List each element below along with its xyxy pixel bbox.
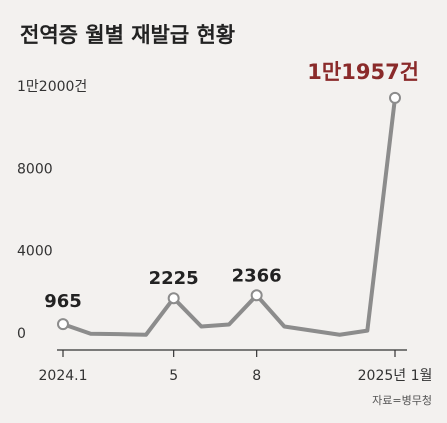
y-axis: 0 4000 8000 1만2000건 (17, 79, 87, 342)
data-label: 1만1957건 (307, 60, 419, 84)
data-point (250, 289, 263, 302)
x-axis: 2024.1 5 8 2025년 1월 (39, 350, 433, 384)
y-tick-label: 1만2000건 (17, 79, 87, 95)
data-point (389, 91, 401, 104)
x-tick-label: 2024.1 (39, 368, 88, 384)
series-line (61, 95, 397, 337)
y-tick-label: 8000 (17, 161, 53, 177)
data-point (167, 292, 180, 305)
x-tick-label: 2025년 1월 (358, 368, 433, 384)
source-note: 자료=병무청 (372, 394, 432, 407)
y-tick-label: 0 (17, 326, 26, 342)
y-tick-label: 4000 (17, 244, 53, 260)
data-labels: 965 2225 2366 1만1957건 (44, 60, 419, 312)
x-tick-label: 5 (169, 368, 178, 384)
data-label: 2366 (232, 265, 282, 286)
data-point (57, 318, 69, 331)
data-label: 965 (44, 291, 82, 312)
chart-title: 전역증 월별 재발급 현황 (20, 23, 235, 47)
x-tick-label: 8 (252, 368, 261, 384)
data-label: 2225 (149, 268, 199, 289)
data-points (57, 91, 401, 331)
